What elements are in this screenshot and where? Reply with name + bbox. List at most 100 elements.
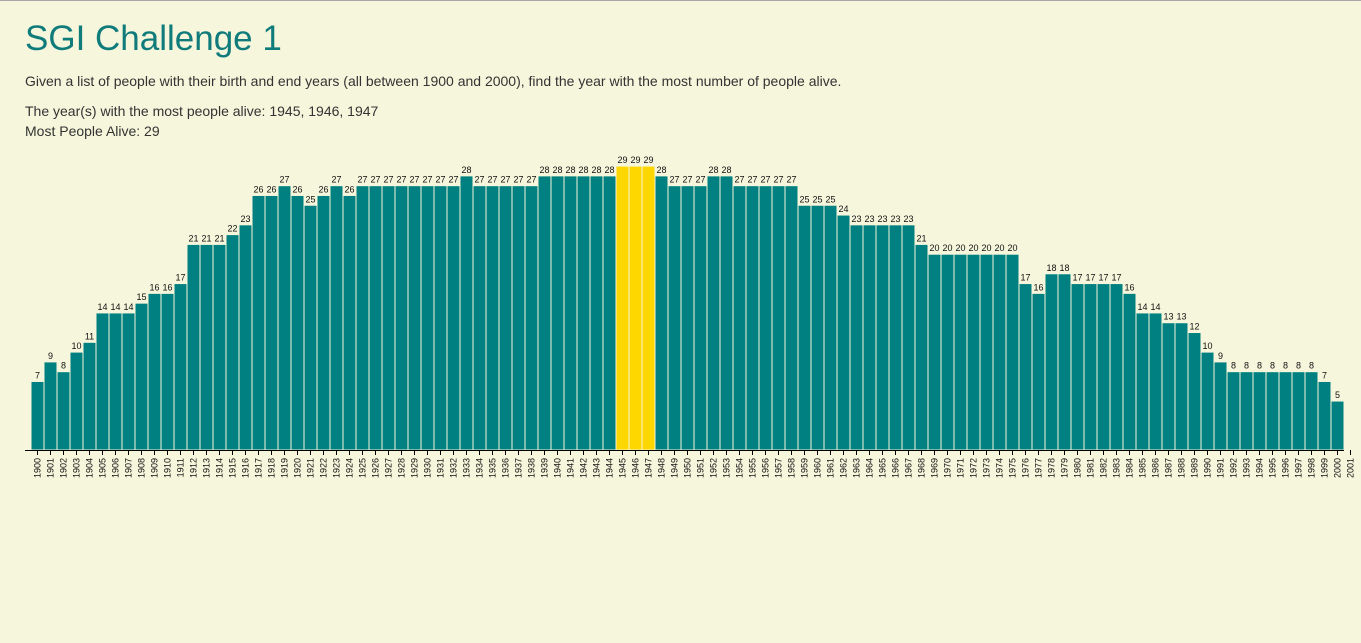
- bar-value-label-1925: 27: [357, 175, 367, 185]
- bar-1917: [251, 194, 266, 451]
- bar-value-label-1948: 28: [656, 165, 666, 175]
- x-tick-label-1969: 1969: [930, 458, 940, 478]
- x-tick-label-1934: 1934: [475, 458, 485, 478]
- challenge-description: Given a list of people with their birth …: [25, 73, 842, 89]
- x-tick-label-1997: 1997: [1294, 458, 1304, 478]
- bar-1916: [238, 224, 253, 451]
- bar-value-label-1903: 10: [71, 341, 81, 351]
- bar-value-label-1936: 27: [500, 175, 510, 185]
- x-tick-label-1990: 1990: [1203, 458, 1213, 478]
- bar-value-label-1993: 8: [1244, 361, 1249, 371]
- bar-1946: [628, 165, 643, 451]
- bar-value-label-1969: 20: [929, 243, 939, 253]
- bar-value-label-1984: 16: [1124, 282, 1134, 292]
- x-tick-label-1923: 1923: [332, 458, 342, 478]
- bar-1909: [147, 292, 162, 451]
- bar-1971: [953, 253, 968, 451]
- bar-value-label-1921: 25: [305, 194, 315, 204]
- bar-value-label-1999: 7: [1322, 370, 1327, 380]
- bar-1976: [1018, 283, 1033, 451]
- bar-1975: [1005, 253, 1020, 451]
- bar-1979: [1057, 273, 1072, 451]
- bar-value-label-1977: 16: [1033, 282, 1043, 292]
- bar-1986: [1148, 312, 1163, 451]
- bar-1913: [199, 243, 214, 451]
- x-tick-label-1902: 1902: [59, 458, 69, 478]
- bar-value-label-1949: 27: [669, 175, 679, 185]
- x-tick-label-1953: 1953: [722, 458, 732, 478]
- x-tick-label-1993: 1993: [1242, 458, 1252, 478]
- x-tick-label-1968: 1968: [917, 458, 927, 478]
- bar-1953: [719, 175, 734, 451]
- x-tick-label-1982: 1982: [1099, 458, 1109, 478]
- bar-value-label-1976: 17: [1020, 273, 1030, 283]
- bar-value-label-1901: 9: [48, 351, 53, 361]
- bar-1980: [1070, 283, 1085, 451]
- x-tick-label-1940: 1940: [553, 458, 563, 478]
- x-tick-label-1939: 1939: [540, 458, 550, 478]
- bar-value-label-1970: 20: [942, 243, 952, 253]
- x-tick-label-1995: 1995: [1268, 458, 1278, 478]
- bar-1938: [524, 185, 539, 451]
- x-tick-label-1970: 1970: [943, 458, 953, 478]
- bar-1962: [836, 214, 851, 451]
- bar-value-label-1989: 12: [1189, 322, 1199, 332]
- x-tick-label-1943: 1943: [592, 458, 602, 478]
- x-tick-label-1918: 1918: [267, 458, 277, 478]
- bar-value-label-1967: 23: [903, 214, 913, 224]
- bar-value-label-1938: 27: [526, 175, 536, 185]
- x-tick-label-1910: 1910: [163, 458, 173, 478]
- bar-1968: [914, 243, 929, 451]
- x-tick-label-1909: 1909: [150, 458, 160, 478]
- bar-1925: [355, 185, 370, 451]
- bar-value-label-1932: 27: [448, 175, 458, 185]
- bar-1966: [888, 224, 903, 451]
- bar-1955: [745, 185, 760, 451]
- x-tick-label-1930: 1930: [423, 458, 433, 478]
- bar-value-label-1961: 25: [825, 194, 835, 204]
- bar-value-label-1988: 13: [1176, 312, 1186, 322]
- x-tick-label-1946: 1946: [631, 458, 641, 478]
- bar-1987: [1161, 322, 1176, 451]
- x-tick-label-1949: 1949: [670, 458, 680, 478]
- x-tick-label-1964: 1964: [865, 458, 875, 478]
- x-tick-label-1954: 1954: [735, 458, 745, 478]
- bar-1941: [563, 175, 578, 451]
- bar-value-label-1934: 27: [474, 175, 484, 185]
- bar-value-label-1956: 27: [760, 175, 770, 185]
- bar-1981: [1083, 283, 1098, 451]
- bar-1919: [277, 185, 292, 451]
- x-tick-label-1972: 1972: [969, 458, 979, 478]
- bar-1982: [1096, 283, 1111, 451]
- x-tick-label-1984: 1984: [1125, 458, 1135, 478]
- bar-value-label-1966: 23: [890, 214, 900, 224]
- bar-1958: [784, 185, 799, 451]
- bar-value-label-1909: 16: [149, 282, 159, 292]
- x-tick-label-1983: 1983: [1112, 458, 1122, 478]
- x-tick-label-1911: 1911: [176, 458, 186, 477]
- x-tick-label-1929: 1929: [410, 458, 420, 478]
- bar-value-label-1928: 27: [396, 175, 406, 185]
- x-tick-label-1933: 1933: [462, 458, 472, 478]
- bar-value-label-1955: 27: [747, 175, 757, 185]
- bar-1956: [758, 185, 773, 451]
- bar-value-label-1998: 8: [1309, 361, 1314, 371]
- bar-value-label-1981: 17: [1085, 273, 1095, 283]
- bar-value-label-1954: 27: [734, 175, 744, 185]
- bar-value-label-1960: 25: [812, 194, 822, 204]
- x-tick-label-1912: 1912: [189, 458, 199, 478]
- result-max-text: Most People Alive: 29: [25, 123, 160, 139]
- bars-group: [30, 165, 1345, 451]
- bar-1970: [940, 253, 955, 451]
- bar-value-label-1953: 28: [721, 165, 731, 175]
- bar-1935: [485, 185, 500, 451]
- x-tick-label-1915: 1915: [228, 458, 238, 478]
- bar-value-label-1923: 27: [331, 175, 341, 185]
- bar-1950: [680, 185, 695, 451]
- x-tick-label-1955: 1955: [748, 458, 758, 478]
- x-tick-label-1926: 1926: [371, 458, 381, 478]
- bar-value-label-1927: 27: [383, 175, 393, 185]
- bar-value-label-1914: 21: [214, 233, 224, 243]
- bar-1948: [654, 175, 669, 451]
